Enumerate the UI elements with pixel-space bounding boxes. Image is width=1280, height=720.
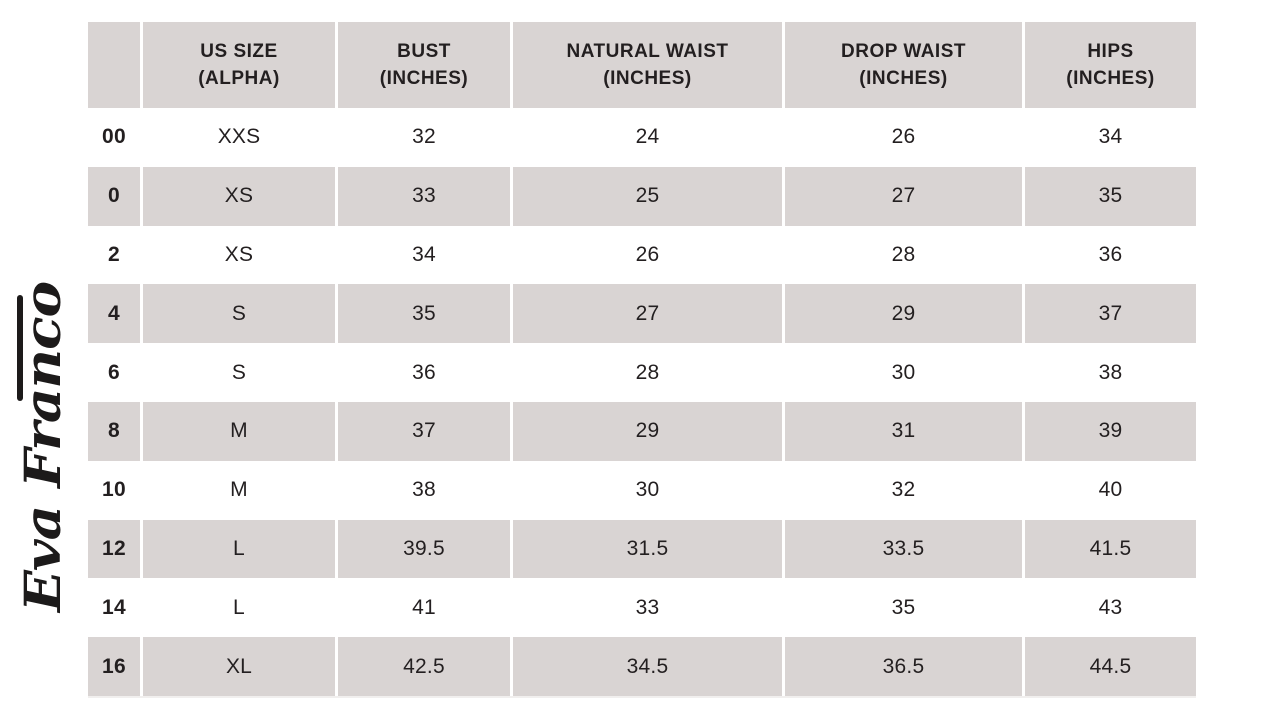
header-hips: HIPS (INCHES)	[1022, 22, 1196, 108]
size-value-cell: 36	[1022, 225, 1196, 285]
size-value-cell: 26	[510, 225, 782, 285]
size-value-cell: 43	[1022, 578, 1196, 638]
size-value-cell: 26	[782, 108, 1022, 167]
row-size-label: 6	[88, 343, 140, 402]
size-value-cell: 24	[510, 108, 782, 167]
size-value-cell: 35	[335, 284, 510, 344]
size-chart-table: US SIZE (ALPHA) BUST (INCHES) NATURAL WA…	[88, 22, 1196, 698]
header-line2: (INCHES)	[859, 68, 948, 89]
size-value-cell: L	[140, 578, 335, 638]
size-value-cell: 42.5	[335, 637, 510, 696]
header-line1: HIPS	[1087, 41, 1134, 62]
size-value-cell: 30	[510, 460, 782, 520]
size-value-cell: 40	[1022, 460, 1196, 520]
size-value-cell: 39.5	[335, 519, 510, 579]
size-value-cell: 31.5	[510, 519, 782, 579]
size-value-cell: 36	[335, 343, 510, 402]
size-value-cell: M	[140, 460, 335, 520]
size-value-cell: 41.5	[1022, 519, 1196, 579]
size-value-cell: XXS	[140, 108, 335, 167]
header-corner-cell	[88, 22, 140, 108]
size-value-cell: 29	[510, 401, 782, 461]
size-value-cell: 32	[335, 108, 510, 167]
row-size-label: 12	[88, 519, 140, 579]
row-size-label: 4	[88, 284, 140, 344]
size-value-cell: 38	[335, 460, 510, 520]
size-value-cell: 41	[335, 578, 510, 638]
size-value-cell: L	[140, 519, 335, 579]
header-bust: BUST (INCHES)	[335, 22, 510, 108]
header-line2: (INCHES)	[603, 68, 692, 89]
size-value-cell: 36.5	[782, 637, 1022, 696]
header-natural-waist: NATURAL WAIST (INCHES)	[510, 22, 782, 108]
size-value-cell: 28	[782, 225, 1022, 285]
size-value-cell: 25	[510, 166, 782, 226]
size-value-cell: XS	[140, 225, 335, 285]
row-size-label: 2	[88, 225, 140, 285]
size-value-cell: 34	[335, 225, 510, 285]
size-value-cell: 38	[1022, 343, 1196, 402]
size-value-cell: 34	[1022, 108, 1196, 167]
size-value-cell: 35	[782, 578, 1022, 638]
row-size-label: 10	[88, 460, 140, 520]
size-value-cell: 30	[782, 343, 1022, 402]
size-value-cell: 29	[782, 284, 1022, 344]
header-line1: BUST	[397, 41, 451, 62]
size-value-cell: 44.5	[1022, 637, 1196, 696]
size-value-cell: S	[140, 284, 335, 344]
size-value-cell: 33	[335, 166, 510, 226]
header-line1: NATURAL WAIST	[566, 41, 729, 62]
size-value-cell: 35	[1022, 166, 1196, 226]
size-value-cell: 39	[1022, 401, 1196, 461]
header-line2: (INCHES)	[1066, 68, 1155, 89]
size-value-cell: 33.5	[782, 519, 1022, 579]
header-us-size-alpha: US SIZE (ALPHA)	[140, 22, 335, 108]
size-value-cell: XL	[140, 637, 335, 696]
header-line1: DROP WAIST	[841, 41, 966, 62]
size-value-cell: XS	[140, 166, 335, 226]
size-value-cell: 33	[510, 578, 782, 638]
header-drop-waist: DROP WAIST (INCHES)	[782, 22, 1022, 108]
size-value-cell: 37	[1022, 284, 1196, 344]
size-value-cell: 28	[510, 343, 782, 402]
size-value-cell: S	[140, 343, 335, 402]
size-value-cell: 32	[782, 460, 1022, 520]
size-value-cell: 27	[782, 166, 1022, 226]
row-size-label: 14	[88, 578, 140, 638]
row-size-label: 8	[88, 401, 140, 461]
size-value-cell: 27	[510, 284, 782, 344]
header-line2: (INCHES)	[379, 68, 469, 89]
size-value-cell: 34.5	[510, 637, 782, 696]
header-line1: US SIZE	[200, 41, 278, 62]
row-size-label: 00	[88, 108, 140, 167]
size-value-cell: 37	[335, 401, 510, 461]
row-size-label: 16	[88, 637, 140, 696]
header-line2: (ALPHA)	[198, 68, 280, 89]
brand-logo-text: Eva Franco	[13, 282, 72, 614]
size-value-cell: 31	[782, 401, 1022, 461]
size-value-cell: M	[140, 401, 335, 461]
row-size-label: 0	[88, 166, 140, 226]
